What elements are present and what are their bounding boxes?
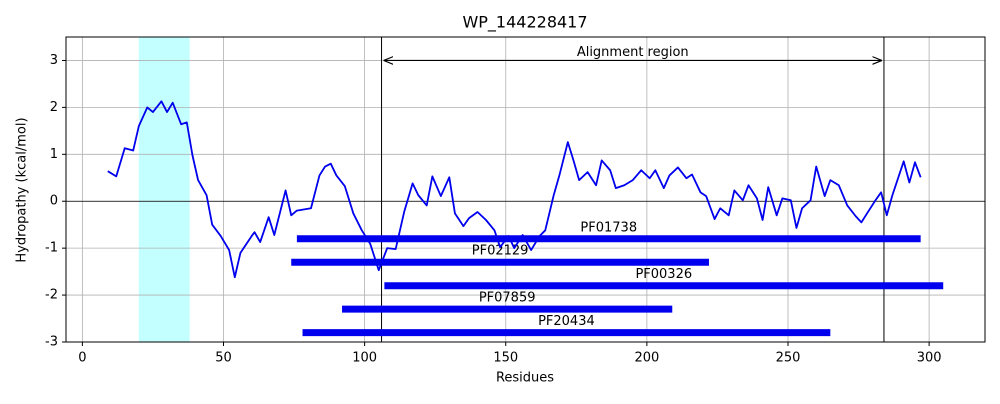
y-tick-label: -3 <box>45 335 58 350</box>
x-tick-label: 50 <box>215 351 232 366</box>
x-tick-label: 150 <box>493 351 518 366</box>
y-tick-label: 3 <box>50 53 58 68</box>
domain-label: PF07859 <box>479 291 536 306</box>
x-tick-label: 200 <box>634 351 659 366</box>
y-tick-label: 2 <box>50 100 58 115</box>
domain-label: PF00326 <box>635 267 692 282</box>
chart-title: WP_144228417 <box>462 13 587 33</box>
y-tick-label: 0 <box>50 194 58 209</box>
domain-label: PF01738 <box>580 220 637 235</box>
x-tick-label: 300 <box>917 351 942 366</box>
x-tick-label: 100 <box>352 351 377 366</box>
y-axis-label: Hydropathy (kcal/mol) <box>15 117 30 262</box>
x-axis-label: Residues <box>496 371 554 386</box>
y-tick-label: -2 <box>45 288 58 303</box>
x-tick-label: 0 <box>78 351 86 366</box>
y-tick-label: -1 <box>45 241 58 256</box>
domain-label: PF20434 <box>538 314 595 329</box>
plot-frame <box>65 36 986 343</box>
annotation: Alignment region <box>577 45 689 60</box>
y-tick-label: 1 <box>50 147 58 162</box>
highlight-span <box>138 37 190 342</box>
x-tick-label: 250 <box>776 351 801 366</box>
hydropathy-line <box>107 100 922 279</box>
